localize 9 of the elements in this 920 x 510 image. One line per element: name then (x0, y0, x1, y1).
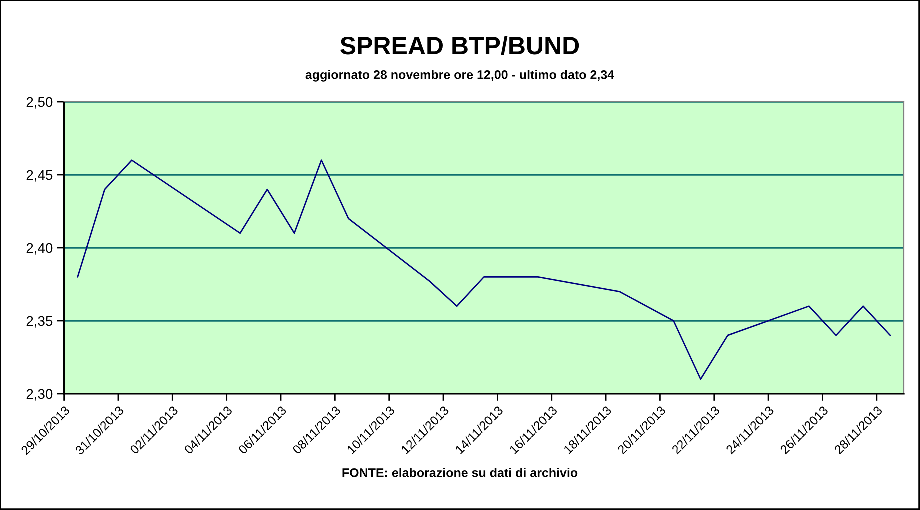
y-tick-label: 2,30 (26, 389, 53, 401)
y-tick-label: 2,35 (26, 316, 53, 328)
source-note: FONTE: elaborazione su dati di archivio (342, 468, 578, 478)
y-tick-label: 2,45 (26, 170, 53, 182)
chart-subtitle: aggiornato 28 novembre ore 12,00 - ultimo dato 2,34 (306, 70, 614, 82)
y-tick-label: 2,50 (26, 97, 53, 109)
y-tick-label: 2,40 (26, 243, 53, 255)
chart-title: SPREAD BTP/BUND (340, 36, 580, 55)
line-series (77, 160, 892, 380)
